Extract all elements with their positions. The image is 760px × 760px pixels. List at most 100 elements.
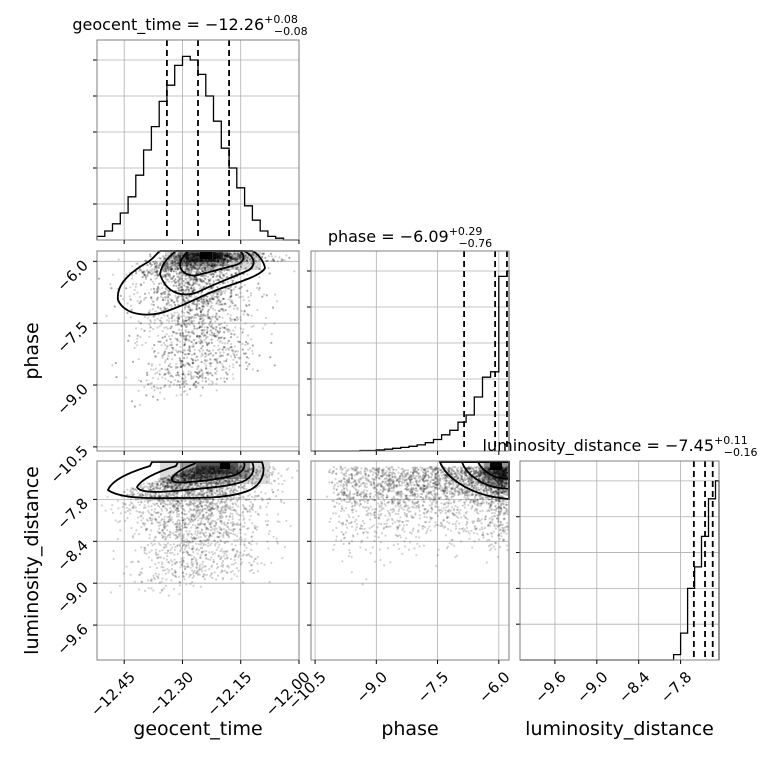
sample-point <box>143 385 146 388</box>
sample-point <box>180 315 183 318</box>
sample-point <box>156 287 159 290</box>
sample-point <box>210 383 213 386</box>
sample-point <box>204 543 207 546</box>
sample-point <box>191 260 194 263</box>
sample-point <box>201 308 204 311</box>
sample-point <box>263 563 266 566</box>
sample-point <box>190 287 193 290</box>
sample-point <box>178 289 181 292</box>
sample-point <box>219 377 222 380</box>
sample-point <box>235 361 238 364</box>
sample-point <box>176 299 179 302</box>
sample-point <box>191 565 194 568</box>
sample-point <box>190 560 193 563</box>
sample-point <box>117 507 120 510</box>
sample-point <box>179 361 182 364</box>
sample-point <box>161 354 164 357</box>
sample-point <box>215 360 218 363</box>
sample-point <box>259 507 262 510</box>
sample-point <box>157 387 160 390</box>
sample-point <box>162 259 165 262</box>
sample-point <box>131 283 134 286</box>
sample-point <box>225 367 228 370</box>
sample-point <box>219 339 222 342</box>
sample-point <box>229 557 232 561</box>
sample-point <box>190 375 194 378</box>
sample-point <box>192 280 195 283</box>
sample-point <box>245 361 248 364</box>
sample-point <box>156 306 160 309</box>
sample-point <box>206 263 209 266</box>
sample-point <box>150 364 153 367</box>
sample-point <box>124 376 128 379</box>
sample-point <box>148 533 151 536</box>
sample-point <box>199 285 202 288</box>
content-layer <box>96 40 720 661</box>
sample-point <box>201 376 204 379</box>
sample-point <box>208 297 211 300</box>
sample-point <box>200 298 203 301</box>
sample-point <box>233 573 236 576</box>
sample-point <box>187 362 190 365</box>
sample-point <box>178 375 181 378</box>
sample-point <box>147 362 150 365</box>
sample-point <box>249 258 252 261</box>
sample-point <box>170 299 174 302</box>
sample-point <box>159 486 162 489</box>
sample-point <box>142 281 145 284</box>
sample-point <box>281 258 284 262</box>
sample-point <box>228 365 231 368</box>
sample-point <box>179 380 182 383</box>
sample-point <box>209 277 212 280</box>
sample-point <box>190 268 193 272</box>
sample-point <box>186 393 189 396</box>
sample-point <box>151 544 154 547</box>
sample-point <box>238 271 241 274</box>
sample-point <box>226 313 229 316</box>
sample-point <box>195 253 198 256</box>
sample-point <box>198 320 201 323</box>
sample-point <box>207 308 210 311</box>
sample-point <box>184 376 187 379</box>
sample-point <box>238 296 241 299</box>
sample-point <box>140 380 143 383</box>
sample-point <box>169 381 172 384</box>
sample-point <box>185 254 188 257</box>
sample-point <box>184 277 187 280</box>
sample-point <box>195 355 198 358</box>
scatter-geocent_time-phase <box>97 252 296 408</box>
sample-point <box>207 278 210 281</box>
sample-point <box>285 254 288 257</box>
sample-point <box>251 344 254 347</box>
sample-point <box>161 298 165 302</box>
sample-point <box>195 295 198 298</box>
sample-point <box>177 351 180 354</box>
sample-point <box>198 262 201 266</box>
sample-point <box>209 300 212 303</box>
sample-point <box>149 253 152 256</box>
sample-point <box>152 351 155 354</box>
sample-point <box>183 349 186 352</box>
sample-point <box>201 379 204 382</box>
sample-point <box>230 255 233 259</box>
sample-point <box>177 261 180 264</box>
sample-point <box>165 339 168 342</box>
sample-point <box>153 274 157 277</box>
sample-point <box>169 338 172 341</box>
sample-point <box>163 257 166 260</box>
sample-point <box>181 277 184 280</box>
sample-point <box>153 389 156 392</box>
sample-point <box>173 263 176 266</box>
sample-point <box>244 343 247 346</box>
sample-point <box>274 255 277 258</box>
sample-point <box>245 546 248 549</box>
sample-point <box>199 554 202 557</box>
sample-point <box>211 297 214 300</box>
sample-point <box>192 319 195 322</box>
sample-point <box>136 492 139 495</box>
sample-point <box>190 267 193 270</box>
sample-point <box>185 325 188 329</box>
sample-point <box>193 253 196 256</box>
sample-point <box>268 580 271 583</box>
sample-point <box>234 262 237 265</box>
